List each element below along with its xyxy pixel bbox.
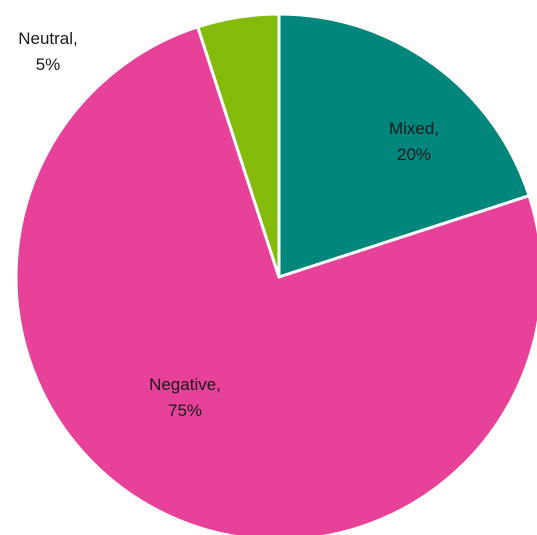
- pie-slice-negative: [14, 25, 537, 535]
- data-label-value: 75%: [168, 401, 202, 420]
- data-label-mixed: Mixed, 20%: [389, 119, 439, 164]
- pie-slice-mixed: [277, 12, 531, 279]
- data-label-category: Negative,: [149, 375, 221, 394]
- data-label-neutral: Neutral, 5%: [18, 29, 78, 74]
- pie-slice-neutral: [196, 12, 281, 279]
- pie-data-labels: Mixed, 20% Negative, 75% Neutral, 5%: [18, 29, 439, 420]
- data-label-category: Mixed,: [389, 119, 439, 138]
- data-label-value: 5%: [36, 55, 61, 74]
- data-label-negative: Negative, 75%: [149, 375, 221, 420]
- pie-slices: [14, 12, 537, 535]
- data-label-category: Neutral,: [18, 29, 78, 48]
- data-label-value: 20%: [397, 145, 431, 164]
